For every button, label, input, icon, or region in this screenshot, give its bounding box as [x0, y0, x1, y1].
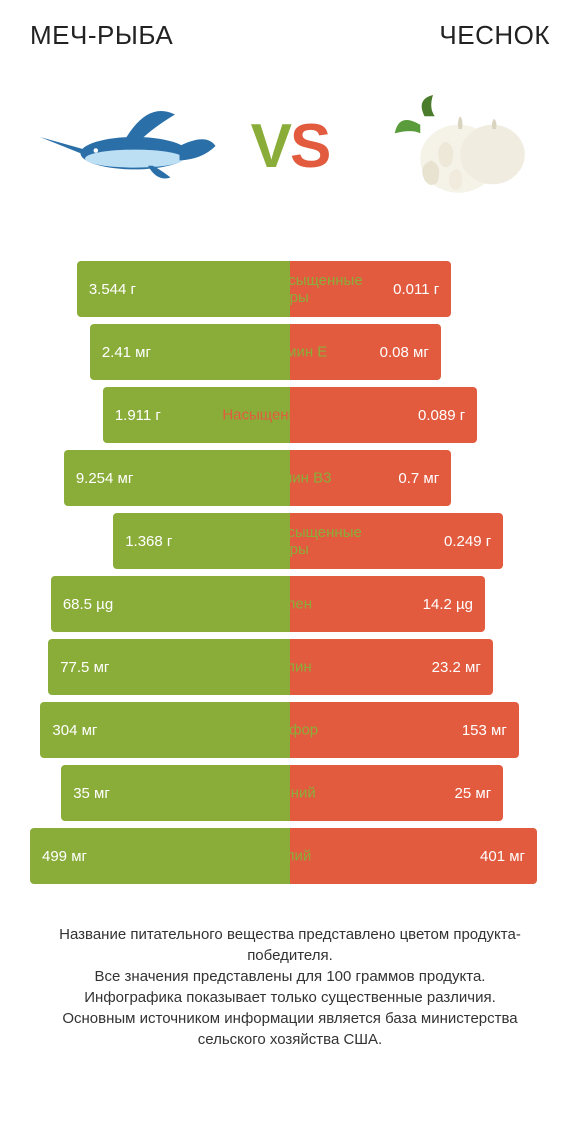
bar-right-wrap: 25 мг: [290, 765, 550, 821]
comparison-chart: 3.544 г0.011 гМононенасыщенные жиры 2.41 …: [30, 261, 550, 884]
chart-row: 2.41 мг0.08 мгВитамин Е: [30, 324, 550, 380]
bar-right-wrap: 401 мг: [290, 828, 550, 884]
bar-left: 1.368 г: [113, 513, 290, 569]
footer-line: Инфографика показывает только существенн…: [40, 987, 540, 1008]
bar-left-wrap: 499 мг: [30, 828, 290, 884]
bar-right: 0.011 г: [290, 261, 451, 317]
bar-left: 499 мг: [30, 828, 290, 884]
bar-right-wrap: 23.2 мг: [290, 639, 550, 695]
left-product-title: МЕЧ-РЫБА: [30, 20, 173, 51]
footer-notes: Название питательного вещества представл…: [30, 924, 550, 1050]
bar-left-wrap: 77.5 мг: [30, 639, 290, 695]
bar-right: 401 мг: [290, 828, 537, 884]
bar-right-wrap: 0.08 мг: [290, 324, 550, 380]
bar-left-wrap: 9.254 мг: [30, 450, 290, 506]
chart-row: 77.5 мг23.2 мгХолин: [30, 639, 550, 695]
bar-left-wrap: 304 мг: [30, 702, 290, 758]
bar-left: 1.911 г: [103, 387, 290, 443]
bar-left-wrap: 35 мг: [30, 765, 290, 821]
bar-right: 0.249 г: [290, 513, 503, 569]
bar-right-wrap: 153 мг: [290, 702, 550, 758]
bar-left: 68.5 µg: [51, 576, 290, 632]
swordfish-image: [40, 71, 220, 221]
header-row: МЕЧ-РЫБА ЧЕСНОК: [30, 20, 550, 51]
bar-right: 0.089 г: [290, 387, 477, 443]
bar-right: 0.08 мг: [290, 324, 441, 380]
bar-right: 23.2 мг: [290, 639, 493, 695]
bar-left: 35 мг: [61, 765, 290, 821]
bar-left-wrap: 1.911 г: [30, 387, 290, 443]
chart-row: 9.254 мг0.7 мгВитамин B3: [30, 450, 550, 506]
garlic-image: [360, 71, 540, 221]
footer-line: Название питательного вещества представл…: [40, 924, 540, 966]
bar-left: 9.254 мг: [64, 450, 290, 506]
comparison-infographic: МЕЧ-РЫБА ЧЕСНОК VS: [0, 0, 580, 1060]
chart-row: 68.5 µg14.2 µgСелен: [30, 576, 550, 632]
bar-right-wrap: 0.249 г: [290, 513, 550, 569]
bar-left: 304 мг: [40, 702, 290, 758]
chart-row: 3.544 г0.011 гМононенасыщенные жиры: [30, 261, 550, 317]
vs-row: VS: [30, 71, 550, 221]
vs-s-letter: S: [290, 112, 329, 181]
bar-right-wrap: 14.2 µg: [290, 576, 550, 632]
chart-row: 1.911 г0.089 гНасыщенные жиры: [30, 387, 550, 443]
bar-left-wrap: 1.368 г: [30, 513, 290, 569]
chart-row: 35 мг25 мгМагний: [30, 765, 550, 821]
bar-left: 77.5 мг: [48, 639, 290, 695]
chart-row: 499 мг401 мгКалий: [30, 828, 550, 884]
bar-right: 0.7 мг: [290, 450, 451, 506]
footer-line: Все значения представлены для 100 граммо…: [40, 966, 540, 987]
bar-left-wrap: 2.41 мг: [30, 324, 290, 380]
chart-row: 304 мг153 мгФосфор: [30, 702, 550, 758]
chart-row: 1.368 г0.249 гПолиненасыщенные жиры: [30, 513, 550, 569]
bar-right-wrap: 0.7 мг: [290, 450, 550, 506]
bar-right: 14.2 µg: [290, 576, 485, 632]
bar-right: 25 мг: [290, 765, 503, 821]
bar-left-wrap: 3.544 г: [30, 261, 290, 317]
bar-left: 3.544 г: [77, 261, 290, 317]
bar-left: 2.41 мг: [90, 324, 290, 380]
footer-line: Основным источником информации является …: [40, 1008, 540, 1050]
bar-right: 153 мг: [290, 702, 519, 758]
bar-left-wrap: 68.5 µg: [30, 576, 290, 632]
vs-v-letter: V: [251, 112, 290, 181]
bar-right-wrap: 0.011 г: [290, 261, 550, 317]
right-product-title: ЧЕСНОК: [439, 20, 550, 51]
vs-label: VS: [251, 111, 330, 182]
bar-right-wrap: 0.089 г: [290, 387, 550, 443]
